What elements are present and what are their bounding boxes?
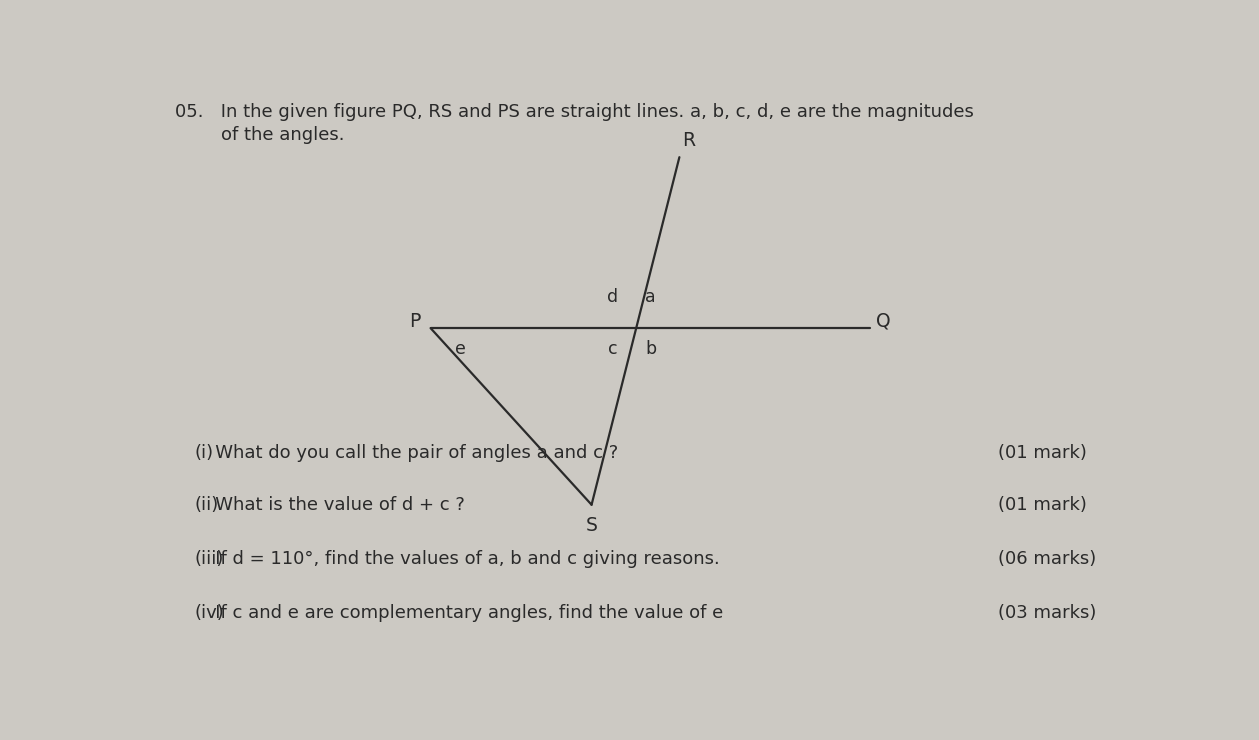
Text: (01 mark): (01 mark) <box>998 496 1088 514</box>
Text: Q: Q <box>876 312 891 331</box>
Text: (01 mark): (01 mark) <box>998 445 1088 462</box>
Text: S: S <box>585 517 598 535</box>
Text: b: b <box>646 340 656 357</box>
Text: (i): (i) <box>194 445 214 462</box>
Text: If d = 110°, find the values of a, b and c giving reasons.: If d = 110°, find the values of a, b and… <box>199 550 720 568</box>
Text: (iii): (iii) <box>194 550 224 568</box>
Text: a: a <box>646 289 656 306</box>
Text: e: e <box>454 340 466 357</box>
Text: (03 marks): (03 marks) <box>998 604 1097 622</box>
Text: What do you call the pair of angles a and c ?: What do you call the pair of angles a an… <box>199 445 618 462</box>
Text: If c and e are complementary angles, find the value of e: If c and e are complementary angles, fin… <box>199 604 724 622</box>
Text: R: R <box>682 131 695 149</box>
Text: of the angles.: of the angles. <box>175 126 345 144</box>
Text: What is the value of d + c ?: What is the value of d + c ? <box>199 496 466 514</box>
Text: (06 marks): (06 marks) <box>998 550 1097 568</box>
Text: c: c <box>608 340 618 357</box>
Text: (iv): (iv) <box>194 604 224 622</box>
Text: P: P <box>409 312 421 331</box>
Text: (ii): (ii) <box>194 496 219 514</box>
Text: d: d <box>607 289 618 306</box>
Text: 05.   In the given figure PQ, RS and PS are straight lines. a, b, c, d, e are th: 05. In the given figure PQ, RS and PS ar… <box>175 103 973 121</box>
